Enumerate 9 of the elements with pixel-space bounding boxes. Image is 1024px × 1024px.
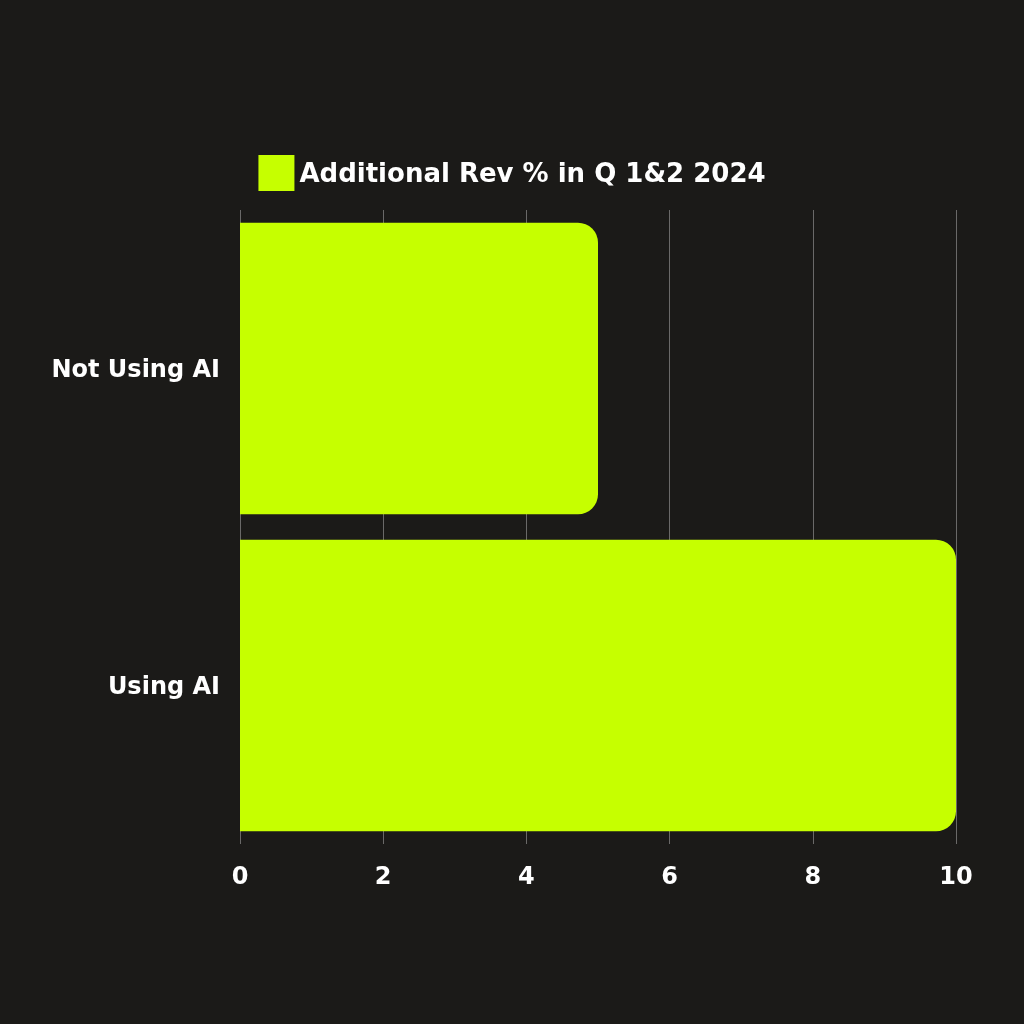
legend-label: Additional Rev % in Q 1&2 2024 <box>299 158 766 188</box>
x-tick-label: 8 <box>804 862 822 890</box>
x-tick-label: 10 <box>939 862 973 890</box>
y-tick-label: Using AI <box>107 671 220 700</box>
x-tick-label: 0 <box>231 862 249 890</box>
y-tick-label: Not Using AI <box>51 354 220 383</box>
x-tick-label: 6 <box>661 862 678 890</box>
x-tick-label: 4 <box>518 862 535 890</box>
x-tick-label: 2 <box>374 862 392 890</box>
